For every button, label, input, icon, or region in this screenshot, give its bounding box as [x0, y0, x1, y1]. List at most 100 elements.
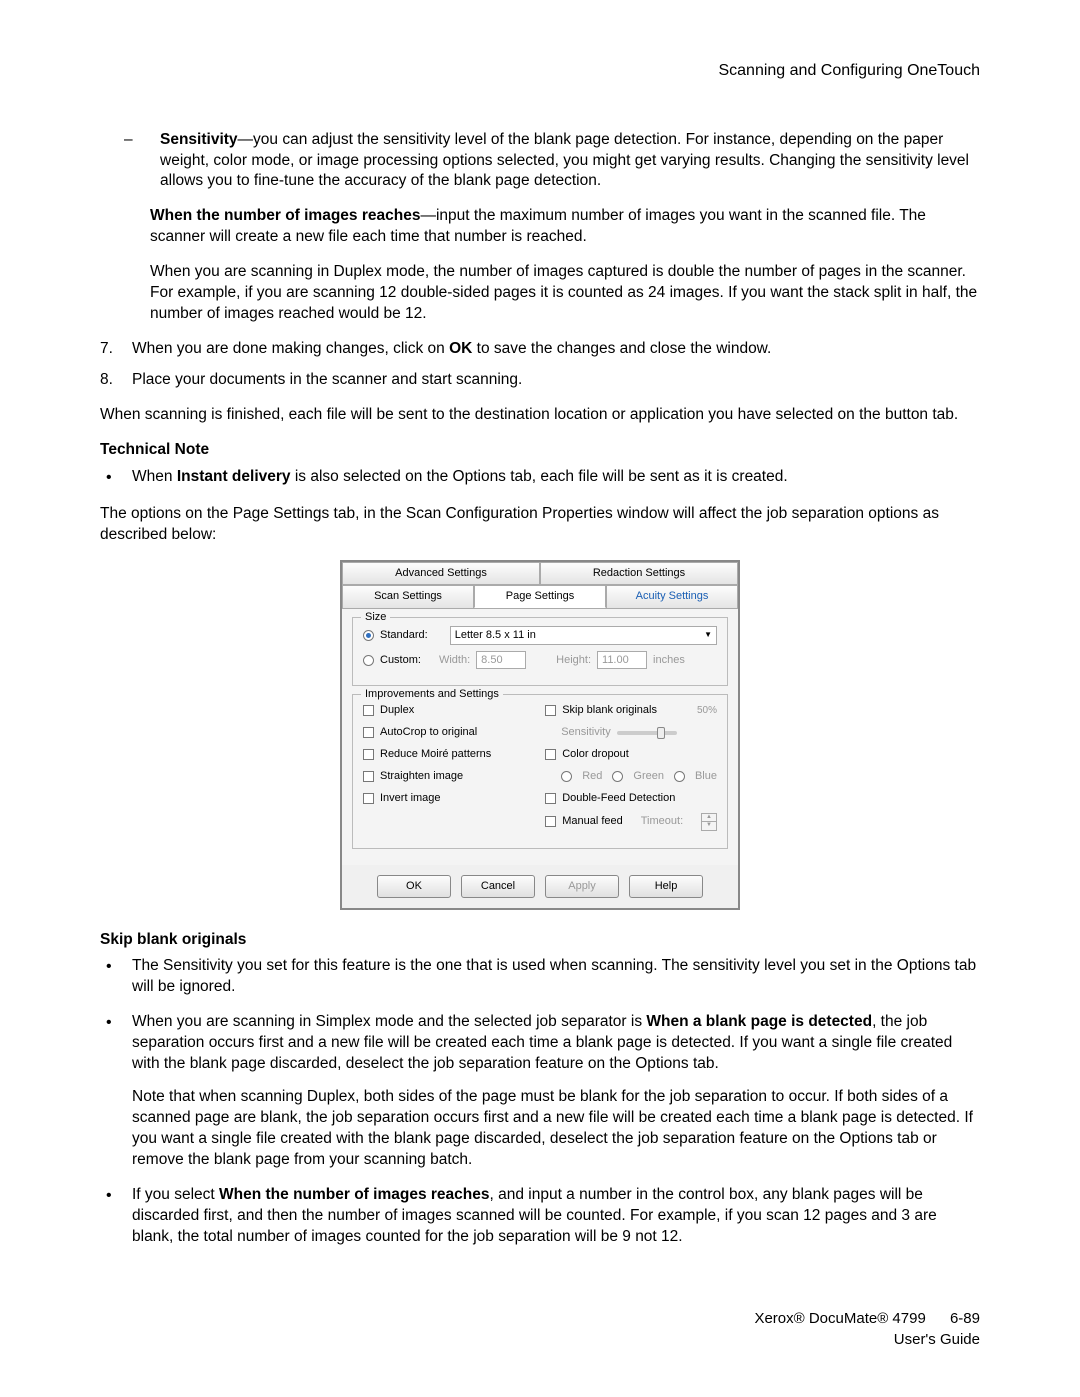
improvements-group: Improvements and Settings Duplex AutoCro… [352, 694, 728, 848]
number-reaches-para: When the number of images reaches—input … [150, 206, 980, 248]
tabs-bottom: Scan Settings Page Settings Acuity Setti… [342, 585, 738, 609]
tn-bold: Instant delivery [177, 468, 291, 485]
footer-product: Xerox® DocuMate® 4799 [754, 1310, 925, 1327]
lbl-invert: Invert image [380, 791, 441, 806]
step-7: 7. When you are done making changes, cli… [100, 339, 980, 360]
sensitivity-slider[interactable] [617, 731, 677, 735]
lbl-dfd: Double-Feed Detection [562, 791, 675, 806]
chk-manual-feed[interactable] [545, 816, 556, 827]
dialog-wrap: Advanced Settings Redaction Settings Sca… [100, 560, 980, 909]
tab-page-settings[interactable]: Page Settings [474, 585, 606, 608]
step-num-7: 7. [100, 339, 132, 360]
standard-value: Letter 8.5 x 11 in [455, 628, 536, 643]
standard-label: Standard: [380, 628, 428, 643]
cancel-button[interactable]: Cancel [461, 875, 535, 898]
improve-legend: Improvements and Settings [361, 687, 503, 702]
lbl-timeout: Timeout: [641, 814, 683, 829]
height-input[interactable]: 11.00 [597, 651, 647, 670]
step7-pre: When you are done making changes, click … [132, 340, 449, 357]
lbl-straighten: Straighten image [380, 769, 463, 784]
standard-row: Standard: Letter 8.5 x 11 in ▼ [363, 626, 717, 645]
radio-red[interactable] [561, 771, 572, 782]
sb2-pre: When you are scanning in Simplex mode an… [132, 1013, 646, 1030]
sensitivity-desc: —you can adjust the sensitivity level of… [160, 131, 969, 190]
bullet-icon: • [100, 467, 132, 489]
footer-guide: User's Guide [894, 1331, 980, 1348]
units-label: inches [653, 653, 685, 668]
tn-pre: When [132, 468, 177, 485]
sens-pct: 50% [697, 704, 717, 718]
technical-note-head: Technical Note [100, 440, 980, 461]
lbl-sensitivity: Sensitivity [561, 725, 611, 740]
radio-custom[interactable] [363, 655, 374, 666]
radio-standard[interactable] [363, 630, 374, 641]
apply-button[interactable]: Apply [545, 875, 619, 898]
lbl-skip-blank: Skip blank originals [562, 703, 657, 718]
lbl-duplex: Duplex [380, 703, 414, 718]
skip-blank-head: Skip blank originals [100, 930, 980, 951]
skip-text-3: If you select When the number of images … [132, 1185, 980, 1248]
width-label: Width: [439, 653, 470, 668]
technote-item: • When Instant delivery is also selected… [100, 467, 980, 489]
width-input[interactable]: 8.50 [476, 651, 526, 670]
sb3-bold: When the number of images reaches [219, 1186, 489, 1203]
step-num-8: 8. [100, 370, 132, 391]
lbl-red: Red [582, 769, 602, 784]
chevron-down-icon: ▼ [704, 630, 712, 641]
dialog-buttons: OK Cancel Apply Help [342, 865, 738, 908]
tab-redaction-settings[interactable]: Redaction Settings [540, 562, 738, 584]
chk-color-dropout[interactable] [545, 749, 556, 760]
skip-inner-para: Note that when scanning Duplex, both sid… [132, 1087, 980, 1171]
timeout-spinner[interactable]: ▲▼ [701, 813, 717, 831]
improve-columns: Duplex AutoCrop to original Reduce Moiré… [363, 703, 717, 837]
page-footer: Xerox® DocuMate® 4799 6-89 User's Guide [100, 1308, 980, 1350]
number-reaches-label: When the number of images reaches [150, 207, 420, 224]
page-header: Scanning and Configuring OneTouch [100, 60, 980, 82]
lbl-color-dropout: Color dropout [562, 747, 629, 762]
dash-marker: – [124, 130, 160, 193]
sensitivity-item: – Sensitivity—you can adjust the sensiti… [124, 130, 980, 193]
step-8: 8. Place your documents in the scanner a… [100, 370, 980, 391]
options-para: The options on the Page Settings tab, in… [100, 504, 980, 546]
tab-scan-settings[interactable]: Scan Settings [342, 585, 474, 608]
step-7-text: When you are done making changes, click … [132, 339, 771, 360]
lbl-manual-feed: Manual feed [562, 814, 623, 829]
radio-green[interactable] [612, 771, 623, 782]
step-8-text: Place your documents in the scanner and … [132, 370, 522, 391]
skip-item-3: • If you select When the number of image… [100, 1185, 980, 1248]
standard-dropdown[interactable]: Letter 8.5 x 11 in ▼ [450, 626, 717, 645]
step7-bold: OK [449, 340, 472, 357]
chk-duplex[interactable] [363, 705, 374, 716]
chk-invert[interactable] [363, 793, 374, 804]
duplex-para: When you are scanning in Duplex mode, th… [150, 262, 980, 325]
skip-item-2: • When you are scanning in Simplex mode … [100, 1012, 980, 1170]
sensitivity-text: Sensitivity—you can adjust the sensitivi… [160, 130, 980, 193]
chk-moire[interactable] [363, 749, 374, 760]
custom-row: Custom: Width: 8.50 Height: 11.00 inches [363, 651, 717, 670]
chk-skip-blank[interactable] [545, 705, 556, 716]
chk-dfd[interactable] [545, 793, 556, 804]
sb3-pre: If you select [132, 1186, 219, 1203]
bullet-icon: • [100, 1012, 132, 1170]
custom-label: Custom: [380, 653, 421, 668]
skip-text-1: The Sensitivity you set for this feature… [132, 956, 980, 998]
tab-advanced-settings[interactable]: Advanced Settings [342, 562, 540, 584]
improve-left: Duplex AutoCrop to original Reduce Moiré… [363, 703, 529, 837]
lbl-moire: Reduce Moiré patterns [380, 747, 491, 762]
help-button[interactable]: Help [629, 875, 703, 898]
chk-autocrop[interactable] [363, 727, 374, 738]
step7-post: to save the changes and close the window… [472, 340, 771, 357]
tn-post: is also selected on the Options tab, eac… [291, 468, 788, 485]
lbl-blue: Blue [695, 769, 717, 784]
skip-item-1: • The Sensitivity you set for this featu… [100, 956, 980, 998]
technote-list: • When Instant delivery is also selected… [100, 467, 980, 489]
chk-straighten[interactable] [363, 771, 374, 782]
lbl-autocrop: AutoCrop to original [380, 725, 477, 740]
tab-acuity-settings[interactable]: Acuity Settings [606, 585, 738, 608]
skip-text-2: When you are scanning in Simplex mode an… [132, 1012, 980, 1170]
ok-button[interactable]: OK [377, 875, 451, 898]
radio-blue[interactable] [674, 771, 685, 782]
size-legend: Size [361, 610, 390, 625]
numbered-steps: 7. When you are done making changes, cli… [100, 339, 980, 391]
dialog-body: Size Standard: Letter 8.5 x 11 in ▼ Cust… [342, 609, 738, 865]
